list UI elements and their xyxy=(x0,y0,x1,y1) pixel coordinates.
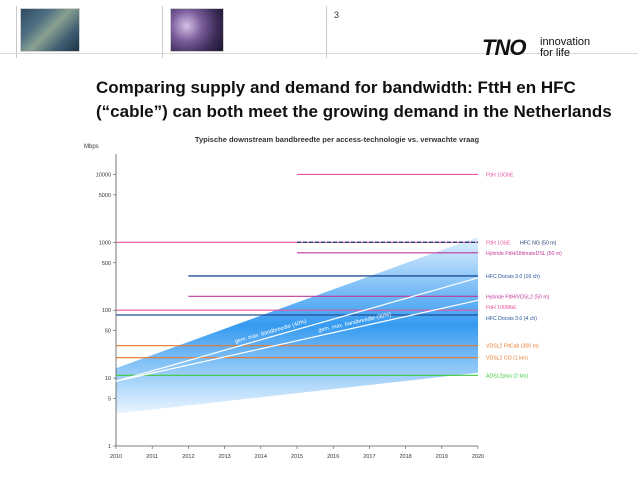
x-tick-label: 2016 xyxy=(327,454,339,460)
header-divider xyxy=(16,6,17,58)
header-image-right xyxy=(170,8,224,52)
y-tick-label: 10000 xyxy=(96,172,111,178)
x-tick-label: 2010 xyxy=(110,454,122,460)
logo-tagline: innovation for life xyxy=(540,37,590,59)
page-number: 3 xyxy=(334,10,340,20)
header-divider xyxy=(326,6,327,58)
chart-title: Typische downstream bandbreedte per acce… xyxy=(195,135,480,144)
slide-title-line-2: (“cable”) can both meet the growing dema… xyxy=(96,102,612,121)
series-label: VDSL2 CO (1 km) xyxy=(486,356,528,362)
series-label: Hybride FttH/VDSL2 (50 m) xyxy=(486,294,550,300)
series-label: HFC Docsis 3.0 (16 ch) xyxy=(486,274,540,280)
header-image-left xyxy=(20,8,80,52)
slide-title-line-1: Comparing supply and demand for bandwidt… xyxy=(96,78,576,97)
x-tick-label: 2011 xyxy=(146,454,158,460)
demand-band xyxy=(116,236,478,414)
series-label: Hybride FttH/UltimateDSL (50 m) xyxy=(486,251,562,257)
x-tick-label: 2012 xyxy=(182,454,194,460)
y-tick-label: 10 xyxy=(105,376,111,382)
y-tick-label: 100 xyxy=(102,308,111,314)
y-axis-label: Mbps xyxy=(84,144,99,150)
series-label: FttH 100MbE xyxy=(486,305,517,311)
logo-tagline-line-2: for life xyxy=(540,47,570,59)
x-tick-label: 2013 xyxy=(218,454,230,460)
y-tick-label: 500 xyxy=(102,261,111,267)
y-tick-label: 5000 xyxy=(99,193,111,199)
slide-title: Comparing supply and demand for bandwidt… xyxy=(96,76,636,124)
x-tick-label: 2018 xyxy=(399,454,411,460)
y-tick-label: 1000 xyxy=(99,240,111,246)
series-label: FttH 10GbE xyxy=(486,172,514,178)
logo-tagline-line-1: innovation xyxy=(540,36,591,48)
y-tick-label: 1 xyxy=(108,444,111,450)
series-label: FttH 1GbE xyxy=(486,240,511,246)
bandwidth-chart: Typische downstream bandbreedte per acce… xyxy=(84,135,562,460)
header-rule xyxy=(0,53,638,54)
x-tick-label: 2019 xyxy=(436,454,448,460)
series-label: HFC Docsis 3.0 (4 ch) xyxy=(486,316,537,322)
y-tick-label: 50 xyxy=(105,329,111,335)
x-tick-label: 2015 xyxy=(291,454,303,460)
x-tick-label: 2014 xyxy=(255,454,267,460)
series-label: VDSL2 FttCab (300 m) xyxy=(486,344,539,350)
series-label: HFC NG (50 m) xyxy=(520,240,557,246)
logo-mark: TNO xyxy=(482,35,526,60)
header-divider xyxy=(162,6,163,58)
demand-trend-line xyxy=(115,277,479,382)
x-tick-label: 2020 xyxy=(472,454,484,460)
series-label: ADSL2plus (2 km) xyxy=(486,373,528,379)
x-tick-label: 2017 xyxy=(363,454,375,460)
demand-trend-line xyxy=(115,299,479,382)
y-tick-label: 5 xyxy=(108,397,111,403)
